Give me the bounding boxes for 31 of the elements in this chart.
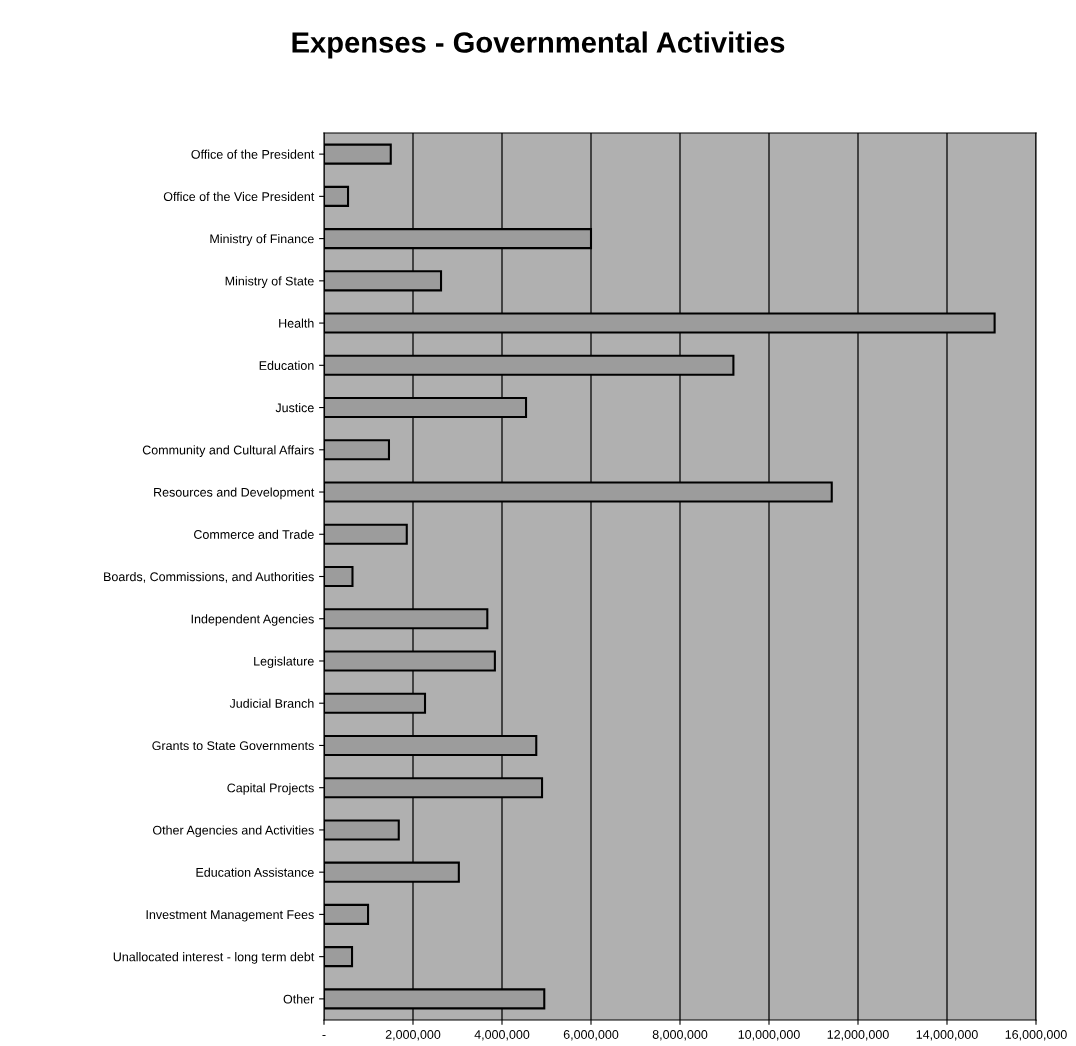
y-tick-label: Commerce and Trade: [194, 529, 314, 539]
x-tick-label: 12,000,000: [827, 1030, 889, 1041]
y-tick-label: Investment Management Fees: [146, 910, 314, 922]
y-tick-label: Ministry of Finance: [210, 234, 314, 246]
y-tick-label: Legislature: [254, 656, 314, 669]
y-tick-label: Education: [259, 360, 314, 370]
chart-title: Expenses - Governmental Activities: [292, 31, 785, 59]
y-tick-label: Office of the Vice President: [163, 191, 315, 202]
y-tick-label: Education Assistance: [196, 867, 314, 877]
y-tick-label: Boards, Commissions, and Authorities: [104, 571, 314, 583]
x-tick-label: 16,000,000: [1005, 1030, 1067, 1041]
x-tick-label: 4,000,000: [474, 1030, 530, 1041]
y-tick-label: Capital Projects: [227, 783, 314, 795]
y-tick-label: Other Agencies and Activities: [152, 825, 314, 838]
y-tick-label: Other: [283, 994, 315, 1004]
x-tick-label: 14,000,000: [916, 1030, 978, 1041]
x-tick-label: 6,000,000: [563, 1030, 619, 1041]
y-tick-label: Judicial Branch: [229, 698, 314, 708]
y-tick-label: Resources and Development: [154, 487, 315, 500]
y-tick-label: Community and Cultural Affairs: [142, 445, 314, 457]
x-tick-label: -: [322, 1034, 326, 1036]
x-tick-label: 8,000,000: [652, 1030, 708, 1041]
y-tick-label: Unallocated interest - long term debt: [113, 952, 315, 964]
y-tick-label: Ministry of State: [225, 276, 314, 288]
y-tick-label: Justice: [275, 403, 314, 413]
y-tick-label: Health: [279, 318, 314, 328]
x-tick-label: 2,000,000: [385, 1030, 441, 1041]
x-tick-label: 10,000,000: [738, 1030, 800, 1041]
y-tick-label: Grants to State Governments: [152, 741, 314, 751]
y-tick-label: Office of the President: [191, 149, 315, 159]
y-tick-label: Independent Agencies: [191, 614, 314, 626]
